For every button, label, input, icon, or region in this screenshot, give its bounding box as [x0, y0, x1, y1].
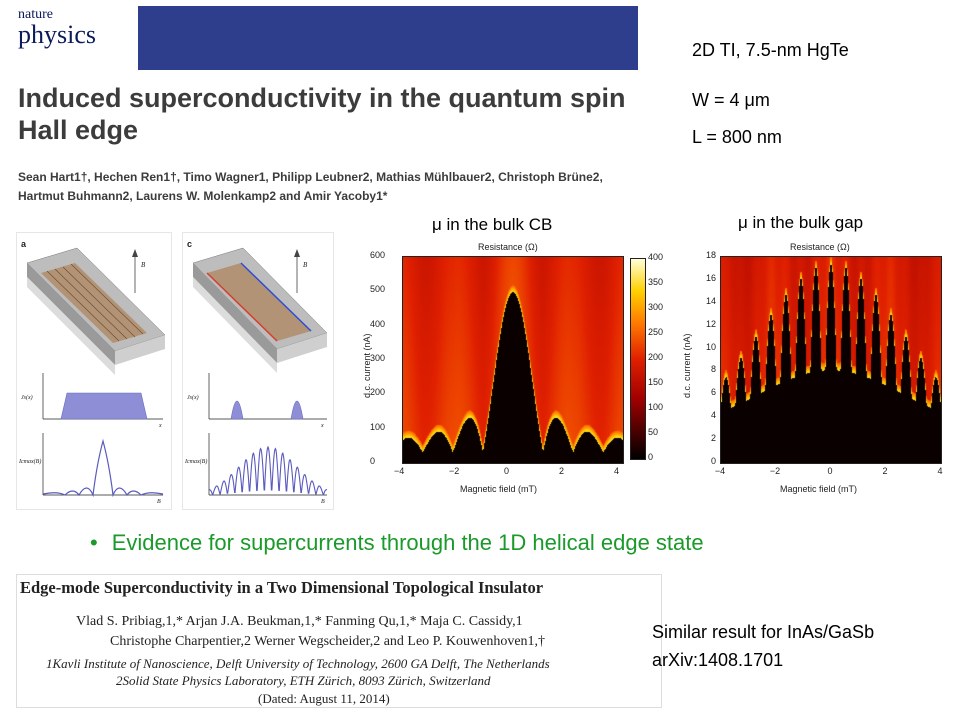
hm2-yticks-tick: 16: [705, 272, 716, 283]
chart-bulk-cb: Resistance (Ω) d.c. current (nA) Magneti…: [360, 238, 680, 500]
edge-current-peak-right: [290, 400, 304, 420]
hm1-xticks-tick: 4: [614, 466, 620, 476]
panel-c-label: c: [187, 239, 192, 249]
schematic-panel-a: a B Js(x) x Icmax(B) B: [16, 232, 172, 510]
hm1-xticks-tick: 0: [504, 466, 510, 476]
arxiv-title: Edge-mode Superconductivity in a Two Dim…: [20, 578, 544, 597]
chart1-colorbar: [630, 258, 646, 460]
evidence-bullet: • Evidence for supercurrents through the …: [90, 530, 704, 556]
evidence-text: Evidence for supercurrents through the 1…: [111, 530, 704, 555]
arxiv-paper-snippet: [16, 574, 662, 708]
hm1-cticks-tick: 50: [648, 427, 659, 437]
hm1-cticks-tick: 300: [648, 302, 664, 312]
chart2-xlabel: Magnetic field (mT): [780, 484, 858, 494]
arxiv-authors-2: Christophe Charpentier,2 Werner Wegschei…: [110, 634, 546, 649]
schematic-a-drawing: a B Js(x) x Icmax(B) B: [18, 239, 166, 505]
hm1-yticks-tick: 0: [370, 456, 376, 466]
hm2-yticks-tick: 0: [710, 456, 716, 466]
b-field-label-c: B: [303, 261, 308, 269]
hm2-xticks-tick: 4: [937, 466, 943, 476]
schematic-panel-c: c B Js(x) x Icmax(B) B: [182, 232, 334, 510]
hm1-xticks-tick: 2: [559, 466, 565, 476]
hm1-yticks-tick: 600: [370, 250, 386, 260]
arxiv-affiliation-1: 1Kavli Institute of Nanoscience, Delft U…: [46, 656, 550, 671]
journal-name-line2: physics: [18, 20, 96, 49]
hm2-xticks-tick: −2: [769, 466, 781, 476]
uniform-current-profile: [60, 392, 148, 420]
paper-title: Induced superconductivity in the quantum…: [18, 83, 626, 145]
hm2-image: [721, 257, 941, 463]
hm1-cticks-tick: 100: [648, 402, 664, 412]
hm2-yticks-tick: 14: [705, 295, 716, 306]
hm2-yticks-tick: 4: [710, 410, 716, 421]
x-axis-label-c: x: [320, 423, 324, 429]
hm1-cticks-tick: 250: [648, 327, 664, 337]
similar-result-note: Similar result for InAs/GaSb: [652, 622, 875, 642]
arxiv-dated: (Dated: August 11, 2014): [258, 691, 390, 706]
sample-material: 2D TI, 7.5-nm HgTe: [692, 40, 849, 60]
squid-pattern: [208, 445, 328, 495]
fraunhofer-pattern: [42, 438, 164, 498]
b-axis-label-c: B: [321, 499, 325, 505]
sample-width: W = 4 μm: [692, 90, 770, 110]
journal-logo: nature physics: [10, 6, 138, 70]
hm1-yticks-tick: 500: [370, 284, 386, 295]
x-axis-label-a: x: [158, 423, 162, 429]
schematic-c-drawing: c B Js(x) x Icmax(B) B: [184, 239, 328, 505]
chart2-title: Resistance (Ω): [790, 242, 850, 252]
section-label: LETTERS: [836, 14, 944, 39]
hm2-yticks-tick: 18: [705, 250, 716, 260]
js-axis-label: Js(x): [21, 394, 33, 401]
ic-axis-label-a: Icmax(B): [18, 458, 41, 465]
chart1-plot-area: [402, 256, 624, 464]
hm1-yticks-tick: 300: [370, 353, 386, 363]
edge-current-peak-left: [230, 400, 244, 420]
hm1-cticks-tick: 0: [648, 452, 654, 462]
chart2-plot-area: [720, 256, 942, 464]
publication-line: PUBLISHED ONLINE: 3 AUGUST 2014 | DOI: 1…: [702, 50, 944, 59]
arxiv-reference: arXiv:1408.1701: [652, 650, 784, 670]
hm1-xticks-tick: −4: [394, 466, 405, 476]
b-field-label: B: [141, 261, 146, 269]
chart2-ylabel: d.c. current (nA): [682, 333, 692, 398]
hm2-yticks-tick: 6: [710, 387, 716, 398]
hm1-yticks-tick: 400: [370, 318, 386, 329]
sample-length: L = 800 nm: [692, 127, 782, 147]
hm2-xticks-tick: 0: [827, 466, 833, 476]
paper-authors: Sean Hart1†, Hechen Ren1†, Timo Wagner1,…: [18, 170, 603, 203]
chart2-caption: μ in the bulk gap: [738, 213, 864, 232]
b-axis-label-a: B: [157, 499, 161, 505]
chart1-xlabel: Magnetic field (mT): [460, 484, 538, 494]
hm1-cticks-tick: 200: [648, 352, 664, 362]
panel-a-label: a: [21, 239, 27, 249]
ic-axis-label-c: Icmax(B): [184, 458, 207, 465]
bullet-dot: •: [90, 530, 98, 555]
hm2-xticks-tick: −4: [714, 466, 726, 476]
hm2-yticks-tick: 10: [705, 341, 716, 352]
hm1-cticks-tick: 400: [648, 252, 664, 262]
hm1-cticks-tick: 350: [648, 277, 664, 287]
hm1-cticks-tick: 150: [648, 377, 664, 387]
chart-bulk-gap: Resistance (Ω) d.c. current (nA) Magneti…: [680, 238, 950, 500]
hm1-xticks-tick: −2: [449, 466, 460, 476]
hm2-yticks-tick: 2: [710, 433, 716, 444]
arxiv-authors-1: Vlad S. Pribiag,1,* Arjan J.A. Beukman,1…: [76, 614, 523, 629]
journal-name-line1: nature: [18, 7, 53, 22]
hm1-yticks-tick: 100: [370, 421, 386, 432]
chart1-caption: μ in the bulk CB: [432, 215, 553, 234]
hm2-yticks-tick: 8: [710, 364, 716, 375]
hm2-yticks-tick: 12: [705, 318, 716, 329]
hm2-xticks-tick: 2: [882, 466, 888, 476]
hm1-yticks-tick: 200: [370, 387, 386, 398]
arxiv-affiliation-2: 2Solid State Physics Laboratory, ETH Zür…: [116, 673, 491, 688]
js-axis-label-c: Js(x): [187, 394, 199, 401]
chart1-title: Resistance (Ω): [478, 242, 538, 252]
hm1-image: [403, 257, 623, 463]
